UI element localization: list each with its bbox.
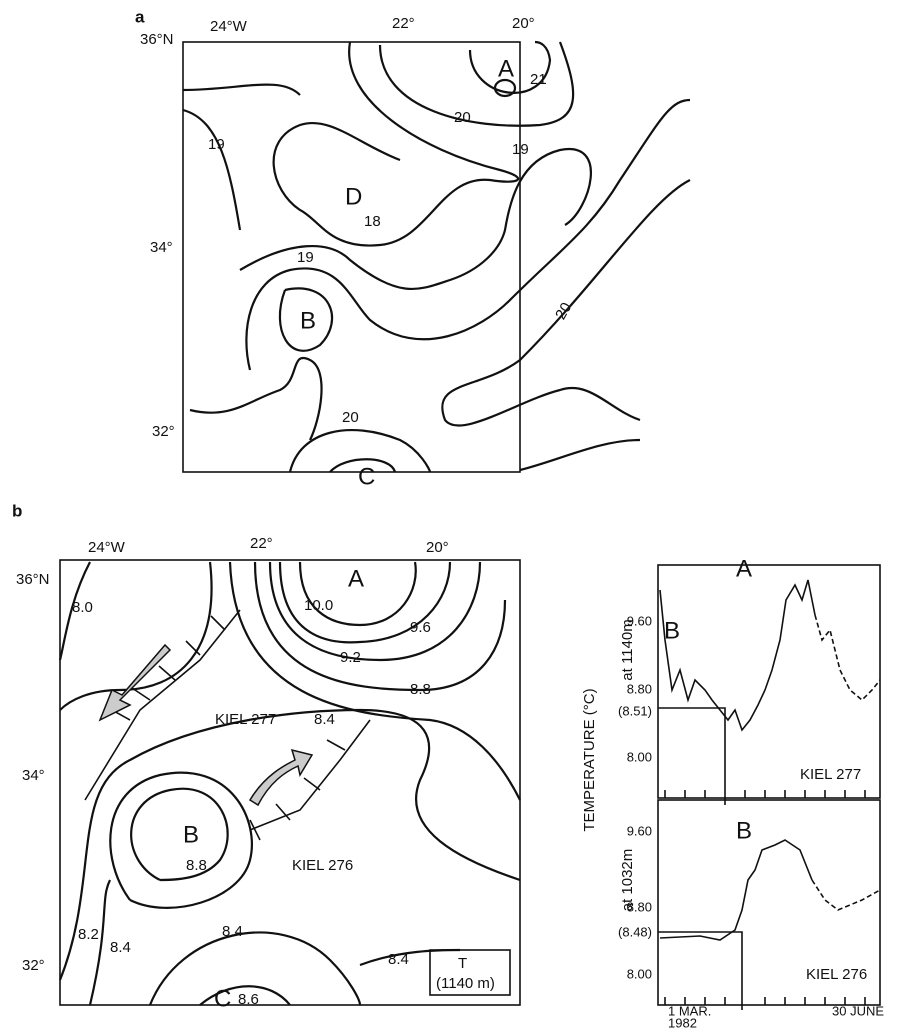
contour-label: 8.4 (314, 711, 335, 728)
contour-label: 8.4 (388, 951, 409, 968)
y-tick-label: 8.80 (627, 681, 652, 696)
box-label: T (458, 955, 467, 972)
lat-label: 34° (150, 239, 173, 256)
contour-label: 9.6 (410, 619, 431, 636)
contour-label: 18 (364, 213, 381, 230)
contour-label: 19 (512, 141, 529, 158)
mooring-label: KIEL 276 (292, 857, 353, 874)
feature-label: D (345, 183, 362, 210)
lat-label: 34° (22, 767, 45, 784)
plot-frame (657, 799, 881, 1006)
y-tick-label: 8.00 (627, 749, 652, 764)
y-tick-label: 9.60 (627, 823, 652, 838)
y-tick-label: (8.51) (618, 703, 652, 718)
mooring-tracks (84, 609, 371, 841)
contour-label: 8.4 (222, 923, 243, 940)
x-label: 1 MAR. (668, 1003, 711, 1018)
lon-label: 24°W (210, 18, 248, 35)
contour-label: 8.8 (410, 681, 431, 698)
lon-label: 22° (250, 535, 273, 552)
contour-label: 20 (552, 300, 575, 323)
contour-label: 8.6 (238, 991, 259, 1008)
x-label: 30 JUNE (832, 1003, 884, 1018)
y-tick-label: 8.00 (627, 966, 652, 981)
depth-label: at 1032m (619, 849, 636, 912)
panel-label: a (135, 7, 145, 26)
contour-label: 19 (208, 136, 225, 153)
feature-label: A (736, 555, 752, 582)
plot-frame (657, 564, 881, 799)
depth-label: at 1140m (619, 619, 636, 680)
lon-label: 20° (426, 539, 449, 556)
y-tick-label: 8.80 (627, 899, 652, 914)
contour-label: 8.8 (186, 857, 207, 874)
mooring-label: KIEL 277 (800, 766, 861, 783)
contour-label: 20 (342, 409, 359, 426)
contour-label: 8.4 (110, 939, 131, 956)
contour-label: 19 (297, 249, 314, 266)
contours (182, 40, 691, 473)
contour-label: 21 (530, 71, 547, 88)
contour-label: 20 (454, 109, 471, 126)
lat-label: 36°N (140, 31, 174, 48)
feature-label: A (348, 565, 364, 592)
time-series: TEMPERATURE (°C) at 1140m at 1032m 9.60 … (581, 555, 884, 1028)
lat-label: 32° (22, 957, 45, 974)
lat-label: 36°N (16, 571, 50, 588)
y-tick-label: (8.48) (618, 924, 652, 939)
feature-label: B (183, 821, 199, 848)
contour-label: 8.0 (72, 599, 93, 616)
lon-label: 20° (512, 15, 535, 32)
feature-label: B (736, 817, 752, 844)
feature-label: C (358, 463, 375, 490)
mooring-label: KIEL 277 (215, 711, 276, 728)
panel-a: a 24°W 22° 20° 36°N 34° 32° A D B C 21 2… (135, 7, 691, 490)
box-label: (1140 m) (436, 975, 495, 992)
feature-label: B (300, 307, 316, 334)
feature-label: B (664, 617, 680, 644)
x-label: 1982 (668, 1015, 697, 1028)
contour-label: 9.2 (340, 649, 361, 666)
contours (58, 561, 521, 1006)
feature-label: C (214, 985, 231, 1012)
contour-label: 8.2 (78, 926, 99, 943)
contour-label: 10.0 (304, 597, 333, 614)
lon-label: 22° (392, 15, 415, 32)
y-tick-label: 9.60 (627, 613, 652, 628)
mooring-label: KIEL 276 (806, 966, 867, 983)
y-axis-title: TEMPERATURE (°C) (581, 688, 598, 831)
panel-label: b (12, 501, 22, 520)
map-frame (182, 41, 521, 473)
feature-label: A (498, 55, 514, 82)
lon-label: 24°W (88, 539, 126, 556)
legend-box (429, 949, 511, 996)
panel-b: b 24°W 22° 20° 36°N 34° 32° T (1140 m) A… (12, 501, 521, 1012)
lat-label: 32° (152, 423, 175, 440)
